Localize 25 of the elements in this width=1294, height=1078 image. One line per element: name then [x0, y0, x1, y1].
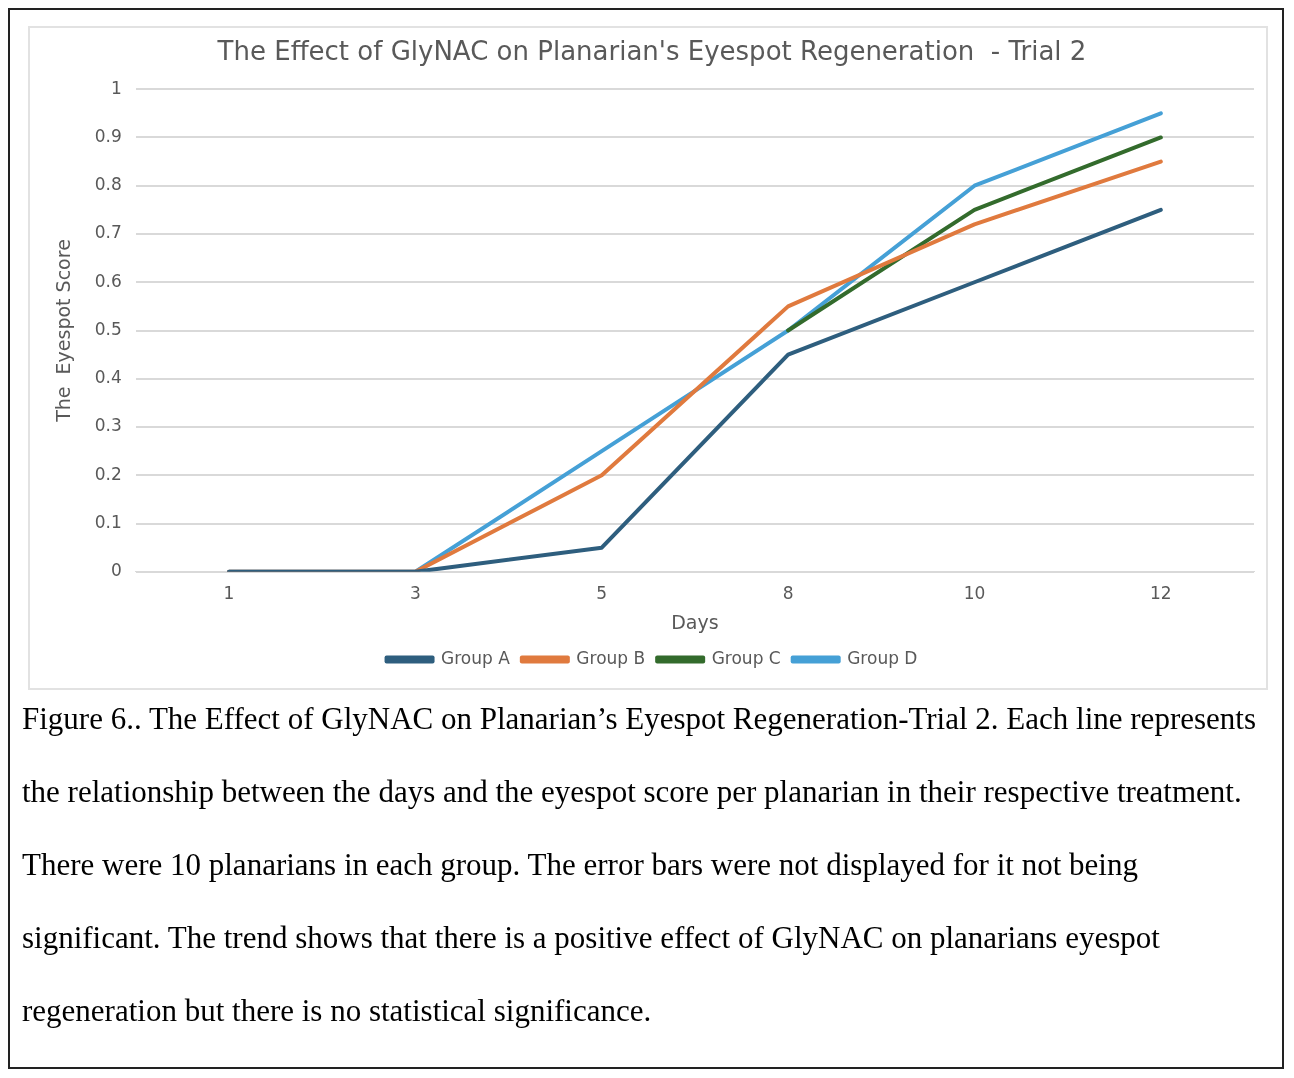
legend-label: Group A [441, 647, 511, 668]
y-tick-label: 0.8 [94, 174, 122, 195]
x-tick-label: 10 [963, 583, 986, 604]
y-tick-label: 0.2 [94, 463, 122, 484]
y-tick-label: 1 [111, 77, 122, 98]
x-tick-label: 8 [782, 583, 794, 604]
y-tick-label: 0.7 [94, 222, 122, 243]
y-tick-label: 0.5 [94, 318, 122, 339]
y-tick-label: 0.6 [94, 270, 122, 291]
x-tick-label: 3 [409, 583, 421, 604]
y-tick-label: 0.1 [94, 511, 122, 532]
y-tick-label: 0.3 [94, 415, 122, 436]
y-tick-label: 0 [111, 560, 122, 581]
y-axis-title: The Eyespot Score [52, 239, 75, 423]
x-tick-label: 1 [223, 583, 235, 604]
legend-label: Group B [576, 647, 646, 668]
x-tick-label: 12 [1150, 583, 1172, 604]
y-tick-label: 0.9 [94, 125, 122, 146]
chart-title: The Effect of GlyNAC on Planarian's Eyespot Regeneration - Trial 2 [216, 36, 1087, 67]
x-axis-title: Days [671, 610, 719, 633]
x-tick-label: 5 [596, 583, 608, 604]
legend-label: Group C [711, 647, 781, 668]
legend-label: Group D [847, 647, 918, 668]
text: Figure 6.. The Effect of GlyNAC on Planarian’s Eyespot Regeneration-Trial 2. Each line represents the relationship between the days and the eyespot score per planarian in their respective treatment. There were 10 planarians in each group. The error bars were not displayed for it not being significant. The trend shows that there is a positive effect of GlyNAC on planarians eyespot regeneration but there is no statistical significance. [22, 701, 1256, 1028]
y-tick-label: 0.4 [94, 367, 122, 388]
